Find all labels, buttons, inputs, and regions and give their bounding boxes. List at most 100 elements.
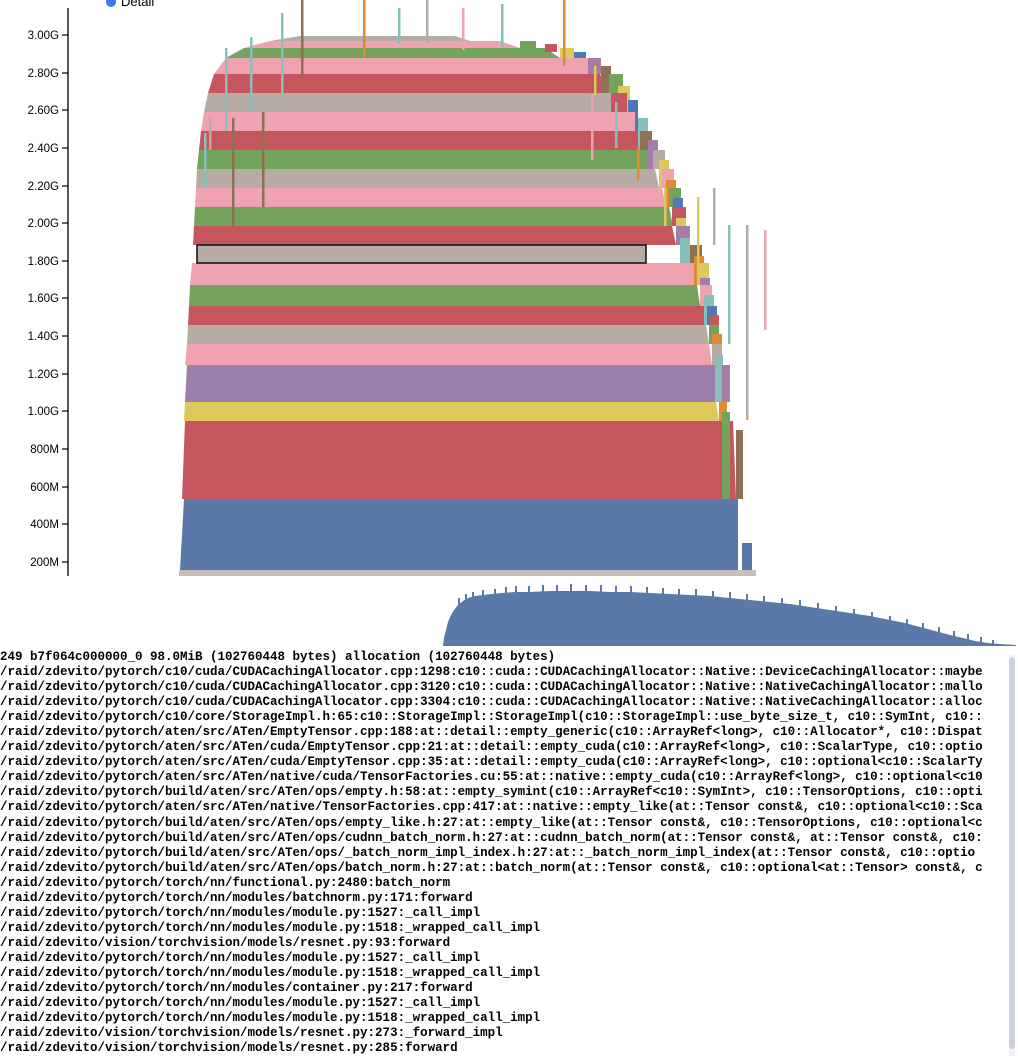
allocation-spike[interactable] [563,0,566,66]
memory-band[interactable] [185,344,712,365]
scrollbar-thumb[interactable] [1009,657,1015,1049]
allocation-spike[interactable] [591,95,594,160]
minimap-spike [817,603,819,609]
allocation-spike[interactable] [232,118,235,226]
minimap-spike [630,586,632,593]
y-axis-tick-label: 3.00G [28,30,59,42]
memory-band[interactable] [195,188,666,207]
memory-band[interactable] [270,36,470,41]
allocation-spike[interactable] [615,102,618,148]
memory-band[interactable] [194,207,673,226]
memory-band[interactable] [179,570,756,576]
allocation-spike[interactable] [664,188,667,226]
memory-segment-patch[interactable] [722,365,730,402]
memory-band[interactable] [204,93,618,112]
minimap-spike [746,594,748,600]
memory-band[interactable] [226,48,560,58]
stack-frame-line: /raid/zdevito/pytorch/torch/nn/modules/m… [0,965,541,980]
memory-segment-patch[interactable] [742,543,752,570]
minimap-spike [458,598,460,606]
memory-band[interactable] [185,365,722,402]
minimap-spike [992,640,994,645]
allocation-spike[interactable] [728,225,731,344]
memory-segment-patch[interactable] [722,412,730,499]
minimap-spike [889,616,891,622]
allocation-spike[interactable] [713,188,716,245]
memory-band[interactable] [193,226,676,245]
timeline-minimap[interactable] [443,591,1016,646]
memory-band[interactable] [196,169,659,188]
allocation-spike[interactable] [637,147,640,180]
memory-band[interactable] [197,245,646,263]
stack-frame-line: /raid/zdevito/pytorch/aten/src/ATen/nati… [0,800,983,815]
memory-band[interactable] [208,74,609,93]
memory-band[interactable] [197,150,653,169]
memory-segment-patch[interactable] [715,355,723,402]
stack-frame-line: /raid/zdevito/pytorch/build/aten/src/ATe… [0,845,976,860]
memory-band[interactable] [201,112,628,131]
memory-segment-patch[interactable] [621,112,635,131]
memory-band[interactable] [188,306,707,325]
legend-label: Detail [121,0,155,9]
y-axis-tick-label: 1.60G [28,293,59,305]
allocation-detail-panel[interactable]: 249 b7f064c000000_0 98.0MiB (102760448 b… [0,650,1006,1056]
detail-scrollbar[interactable] [1009,655,1015,1056]
allocation-spike[interactable] [301,0,304,74]
stack-frame-line: /raid/zdevito/pytorch/c10/cuda/CUDACachi… [0,680,983,695]
minimap-spike [542,585,544,592]
memory-band[interactable] [244,41,520,48]
minimap-spike [871,612,873,620]
allocation-spike[interactable] [225,48,228,131]
flamegraph-svg[interactable]: 3.00G 2.80G 2.60G 2.40G 2.20G 2.00G 1.80G 1.60G… [0,0,1018,650]
memory-timeline-chart[interactable]: 3.00G 2.80G 2.60G 2.40G 2.20G 2.00G 1.80G 1.60G… [0,0,1018,650]
memory-band[interactable] [189,285,700,306]
memory-segment-patch[interactable] [545,44,557,52]
allocation-spike[interactable] [746,225,749,420]
memory-segment-patch[interactable] [520,41,536,48]
stack-frame-line: /raid/zdevito/vision/torchvision/models/… [0,935,451,950]
allocation-spike[interactable] [462,8,465,50]
allocation-spike[interactable] [262,112,265,207]
y-axis-tick-label: 2.40G [28,143,59,155]
minimap-spike [515,586,517,593]
minimap-spike [729,592,731,599]
selected-allocation-outline[interactable] [196,244,647,264]
stack-frame-line: /raid/zdevito/pytorch/torch/nn/modules/c… [0,981,473,996]
allocation-spike[interactable] [204,133,207,188]
minimap-spike [556,585,558,591]
y-axis-tick-label: 1.20G [28,369,59,381]
allocation-spike[interactable] [501,4,504,48]
memory-segment-patch[interactable] [719,402,727,421]
memory-band[interactable] [199,131,647,150]
memory-segment-patch[interactable] [560,48,574,58]
memory-segment-patch[interactable] [712,344,722,365]
memory-band[interactable] [190,263,697,285]
stack-frame-line: /raid/zdevito/pytorch/build/aten/src/ATe… [0,830,983,845]
minimap-spike [505,587,507,594]
memory-segment-patch[interactable] [601,66,611,93]
allocation-spike[interactable] [398,8,401,44]
allocation-spike[interactable] [209,118,212,150]
memory-band[interactable] [182,421,736,499]
allocation-summary-line: 249 b7f064c000000_0 98.0MiB (102760448 b… [0,650,556,664]
memory-band[interactable] [187,325,709,344]
memory-band[interactable] [214,58,601,74]
memory-segment-patch[interactable] [736,430,743,499]
allocation-spike[interactable] [250,37,253,112]
memory-segment-patch[interactable] [611,93,627,112]
allocation-spike[interactable] [426,0,429,44]
stack-frame-line: /raid/zdevito/pytorch/build/aten/src/ATe… [0,815,983,830]
minimap-spike [662,588,664,595]
allocation-spike[interactable] [764,230,767,330]
allocation-spike[interactable] [363,0,366,58]
allocation-spike[interactable] [594,66,597,95]
memory-band[interactable] [180,499,738,570]
allocation-spike[interactable] [281,13,284,93]
memory-band[interactable] [184,402,719,421]
minimap-spike [712,591,714,597]
memory-segment-patch[interactable] [680,238,690,263]
allocation-spike[interactable] [697,197,700,263]
minimap-spike [465,594,467,600]
minimap-spike [781,598,783,604]
memory-segment-patch[interactable] [574,52,586,58]
